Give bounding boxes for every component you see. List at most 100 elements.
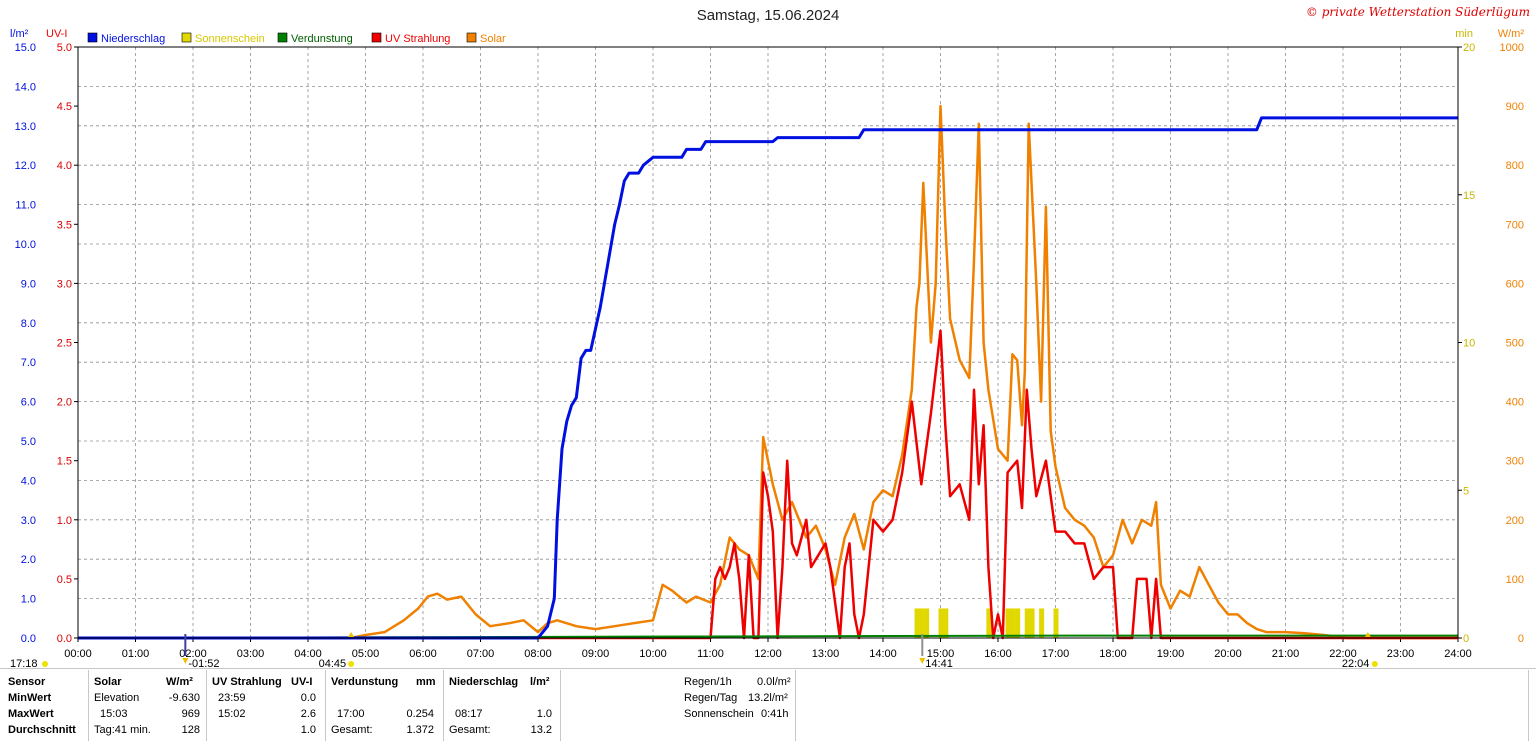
- sunshine-bar: [1053, 608, 1059, 638]
- solar-noon-marker: [919, 658, 926, 664]
- uv-max-time: 15:02: [218, 708, 246, 720]
- sunset-label: 22:04: [1342, 658, 1370, 670]
- x-tick-label: 23:00: [1387, 648, 1415, 660]
- legend-swatch-3: [371, 32, 382, 43]
- y-axis-ticks: 0.0 1.0 2.0 3.0 4.0 5.0 6.0 7.0 8.0 9.0 10.0 11.0 12…: [15, 42, 1524, 645]
- uv-tick-label: 3.0: [57, 278, 72, 290]
- evap-total-label: Gesamt:: [331, 724, 373, 736]
- rain-tick-label: 11.0: [15, 200, 36, 212]
- solar-line: [78, 104, 1458, 640]
- legend-label-0: Niederschlag: [101, 33, 165, 45]
- rain-tick-label: 0.0: [21, 633, 36, 645]
- x-tick-label: 24:00: [1444, 648, 1472, 660]
- weather-chart: Samstag, 15.06.2024 © private Wetterstat…: [10, 5, 1530, 670]
- evap-total-value: 1.372: [406, 724, 434, 736]
- rain-tick-label: 5.0: [21, 436, 36, 448]
- legend: Niederschlag Sonnenschein Verdunstung UV St…: [87, 32, 506, 45]
- legend-label-4: Solar: [480, 33, 506, 45]
- rain-tick-label: 14.0: [15, 81, 36, 93]
- header-solar: Solar: [94, 676, 122, 688]
- solar-tick-label: 100: [1506, 574, 1524, 586]
- uv-max-value: 2.6: [300, 708, 316, 720]
- header-solar-unit: W/m²: [166, 676, 193, 688]
- x-tick-label: 21:00: [1272, 648, 1300, 660]
- uv-tick-label: 3.5: [57, 219, 72, 231]
- x-tick-label: 16:00: [984, 648, 1012, 660]
- rain-tick-label: 7.0: [21, 357, 36, 369]
- rain-tick-label: 13.0: [15, 121, 36, 133]
- rain-max-time: 08:17: [455, 708, 483, 720]
- summary-rain-day-label: Regen/Tag: [684, 692, 738, 704]
- sun-tick-label: 15: [1463, 190, 1475, 202]
- legend-swatch-1: [181, 32, 192, 43]
- solar-noon-label: 14:41: [925, 658, 953, 670]
- solar-tick-label: 400: [1506, 397, 1524, 409]
- header-uv: UV Strahlung: [212, 676, 282, 688]
- evap-max-time: 17:00: [337, 708, 365, 720]
- header-rain: Niederschlag: [449, 676, 519, 688]
- x-tick-label: 10:00: [639, 648, 667, 660]
- uv-tick-label: 2.5: [57, 338, 72, 350]
- solar-tick-label: 500: [1506, 338, 1524, 350]
- uv-tick-label: 5.0: [57, 42, 72, 54]
- sun-tick-label: 5: [1463, 485, 1469, 497]
- sunshine-bar: [938, 608, 944, 638]
- sunshine-bar: [1005, 608, 1011, 638]
- x-tick-label: 08:00: [524, 648, 552, 660]
- series-layer: [77, 104, 1458, 640]
- sunshine-bar: [914, 608, 920, 638]
- x-tick-label: 11:00: [697, 648, 724, 660]
- moonrise-label: 17:18: [10, 658, 38, 670]
- x-tick-label: 19:00: [1157, 648, 1185, 660]
- sunshine-bar: [1010, 608, 1016, 638]
- sunshine-bar: [1015, 608, 1021, 638]
- x-tick-label: 14:00: [869, 648, 897, 660]
- x-tick-label: 03:00: [237, 648, 265, 660]
- solar-min-label: Elevation: [94, 692, 140, 704]
- rain-tick-label: 12.0: [15, 160, 36, 172]
- x-tick-label: 05:00: [352, 648, 380, 660]
- sunrise-label: 04:45: [319, 658, 347, 670]
- uv-axis-unit: UV-I: [46, 28, 67, 40]
- solar-max-time: 15:03: [100, 708, 128, 720]
- x-tick-label: 00:00: [64, 648, 92, 660]
- moonset-marker: [182, 658, 189, 664]
- sunshine-bar: [1024, 608, 1030, 638]
- x-tick-label: 13:00: [812, 648, 840, 660]
- sunshine-bar: [1039, 608, 1045, 638]
- header-uv-unit: UV-I: [291, 676, 313, 688]
- x-tick-label: 06:00: [409, 648, 437, 660]
- summary-rain-hour-label: Regen/1h: [684, 676, 732, 688]
- rain-total-value: 13.2: [530, 724, 552, 736]
- uv-min-time: 23:59: [218, 692, 246, 704]
- solar-tick-label: 600: [1506, 278, 1524, 290]
- header-sensor: Sensor: [8, 676, 46, 688]
- grid: [78, 47, 1458, 638]
- x-tick-label: 12:00: [754, 648, 782, 660]
- sunshine-bar: [924, 608, 930, 638]
- sunshine-bar: [1029, 608, 1035, 638]
- sunshine-bar: [919, 608, 925, 638]
- sun-axis-unit: min: [1455, 28, 1473, 40]
- sunset-marker: [1364, 632, 1371, 637]
- precipitation-line: [78, 116, 1458, 640]
- sunset-dot: [1371, 661, 1378, 667]
- solar-avg-value: 128: [181, 724, 200, 736]
- x-tick-label: 07:00: [467, 648, 495, 660]
- chart-title: Samstag, 15.06.2024: [697, 7, 840, 24]
- solar-tick-label: 800: [1506, 160, 1524, 172]
- sun-tick-label: 20: [1463, 42, 1475, 54]
- moonset-label: -01:52: [188, 658, 219, 670]
- sun-moon-markers: 17:18 -01:52 04:45 14:41 22:04: [10, 632, 1378, 670]
- uv-min-value: 0.0: [300, 692, 316, 704]
- sunshine-bar: [943, 608, 949, 638]
- solar-tick-label: 900: [1506, 101, 1524, 113]
- solar-avg-label: Tag:41 min.: [94, 724, 151, 736]
- header-rain-unit: l/m²: [530, 676, 550, 688]
- solar-axis-unit: W/m²: [1498, 28, 1525, 40]
- uv-avg-value: 1.0: [300, 724, 316, 736]
- rain-tick-label: 8.0: [21, 318, 36, 330]
- x-tick-label: 01:00: [122, 648, 150, 660]
- rain-total-label: Gesamt:: [449, 724, 491, 736]
- x-tick-label: 04:00: [294, 648, 322, 660]
